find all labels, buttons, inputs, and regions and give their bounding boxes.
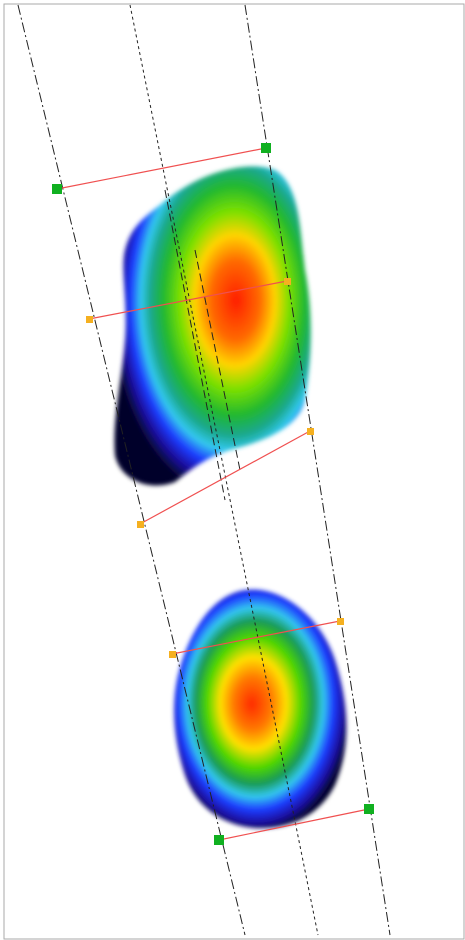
handle[interactable] [261,143,271,153]
handle[interactable] [52,184,62,194]
handle[interactable] [137,521,144,528]
page [0,0,465,940]
handle[interactable] [337,618,344,625]
handle[interactable] [284,278,291,285]
handle[interactable] [214,835,224,845]
handle[interactable] [307,428,314,435]
handle[interactable] [169,651,176,658]
pressure-map [0,0,465,940]
handle[interactable] [86,316,93,323]
handle[interactable] [364,804,374,814]
